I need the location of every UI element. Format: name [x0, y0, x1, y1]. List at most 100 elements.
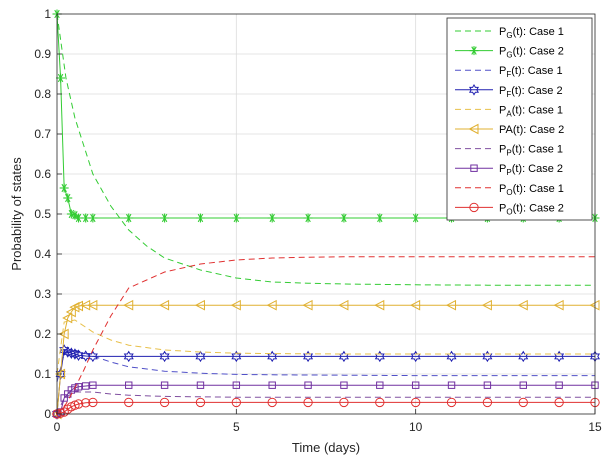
data-point-marker	[74, 213, 84, 223]
series-line	[56, 349, 595, 415]
data-point-marker	[339, 397, 349, 408]
data-point-marker	[555, 381, 563, 389]
series-layer	[51, 9, 601, 420]
data-point-marker	[554, 397, 564, 408]
data-point-marker	[338, 299, 349, 311]
legend-label: PF(t): Case 2	[499, 85, 563, 99]
data-point-marker	[483, 381, 492, 389]
legend-label: PG(t): Case 1	[499, 26, 564, 40]
legend-item: PA(t): Case 2	[455, 123, 564, 136]
legend-label: PA(t): Case 2	[499, 124, 564, 136]
y-tick-label: 0.5	[34, 207, 51, 221]
data-point-marker	[123, 299, 134, 311]
legend-label: PP(t): Case 1	[499, 144, 563, 158]
data-point-marker	[69, 301, 80, 313]
legend-label: PG(t): Case 2	[499, 46, 564, 60]
legend-marker	[468, 84, 480, 96]
data-point-marker	[65, 306, 76, 318]
data-point-marker	[231, 350, 242, 363]
legend: PG(t): Case 1 PG(t): Case 2 PF(t): Case 1 P…	[446, 17, 593, 221]
data-point-marker	[303, 350, 314, 363]
data-point-marker	[87, 299, 98, 311]
legend-item: PG(t): Case 1	[455, 26, 564, 40]
data-point-marker	[124, 397, 134, 408]
data-point-marker	[73, 349, 84, 361]
data-point-marker	[446, 397, 457, 408]
legend-label: PA(t): Case 1	[499, 104, 563, 118]
data-point-marker	[375, 397, 385, 408]
y-tick-label: 0.3	[34, 287, 51, 301]
data-point-marker	[62, 312, 73, 324]
legend-item: PO(t): Case 1	[455, 183, 564, 197]
data-point-marker	[519, 381, 527, 389]
data-point-marker	[411, 213, 421, 223]
data-point-marker	[410, 397, 421, 408]
data-point-marker	[63, 193, 73, 203]
data-point-marker	[445, 299, 457, 311]
series-line	[56, 319, 595, 375]
legend-item: PP(t): Case 2	[455, 163, 563, 177]
y-tick-label: 0.4	[34, 247, 51, 261]
data-point-marker	[340, 381, 348, 389]
data-point-marker	[80, 398, 91, 408]
data-point-marker	[80, 299, 91, 311]
data-point-marker	[159, 350, 170, 363]
data-point-marker	[410, 299, 421, 311]
y-tick-label: 0.9	[34, 47, 51, 61]
data-point-marker	[160, 381, 169, 389]
legend-marker	[469, 46, 479, 56]
data-point-marker	[56, 73, 66, 83]
data-point-marker	[230, 299, 241, 311]
data-point-marker	[554, 350, 565, 363]
legend-marker	[468, 123, 479, 135]
legend-item: PG(t): Case 2	[455, 46, 564, 60]
legend-marker	[469, 202, 479, 213]
y-tick-label: 0.1	[34, 367, 51, 381]
series-5	[56, 319, 595, 375]
legend-label: PP(t): Case 2	[499, 163, 563, 177]
x-tick-label: 5	[233, 420, 240, 434]
data-point-marker	[89, 381, 97, 389]
data-point-marker	[231, 397, 242, 408]
x-tick-label: 10	[409, 420, 423, 434]
y-tick-label: 0.6	[34, 167, 51, 181]
data-point-marker	[159, 397, 170, 408]
series-line	[56, 401, 595, 415]
series-line	[56, 13, 595, 286]
data-point-marker	[303, 397, 313, 408]
data-point-marker	[88, 213, 98, 223]
data-point-marker	[195, 213, 205, 223]
data-point-marker	[58, 328, 69, 340]
series-6	[51, 299, 600, 420]
legend-item: PA(t): Case 1	[455, 104, 563, 118]
data-point-marker	[267, 397, 277, 408]
y-axis-label: Probability of states	[9, 157, 24, 271]
legend-item: PF(t): Case 2	[455, 84, 563, 99]
data-point-marker	[88, 397, 98, 408]
data-point-marker	[482, 350, 493, 363]
legend-label: PF(t): Case 1	[499, 65, 563, 79]
series-10	[52, 397, 600, 419]
data-point-marker	[411, 381, 420, 389]
data-point-marker	[124, 213, 134, 223]
y-tick-label: 0.2	[34, 327, 51, 341]
data-point-marker	[73, 399, 84, 409]
data-point-marker	[231, 213, 241, 223]
data-point-marker	[517, 299, 528, 311]
data-point-marker	[481, 299, 492, 311]
data-point-marker	[195, 350, 206, 363]
data-point-marker	[194, 299, 205, 311]
data-point-marker	[59, 183, 69, 193]
data-point-marker	[232, 381, 241, 389]
data-point-marker	[374, 299, 385, 311]
data-point-marker	[125, 381, 133, 389]
data-point-marker	[553, 299, 564, 311]
data-point-marker	[482, 397, 493, 408]
data-point-marker	[160, 213, 170, 223]
data-point-marker	[195, 397, 206, 408]
data-point-marker	[55, 368, 66, 380]
data-point-marker	[81, 382, 90, 390]
data-point-marker	[302, 299, 313, 311]
data-point-marker	[268, 381, 276, 389]
